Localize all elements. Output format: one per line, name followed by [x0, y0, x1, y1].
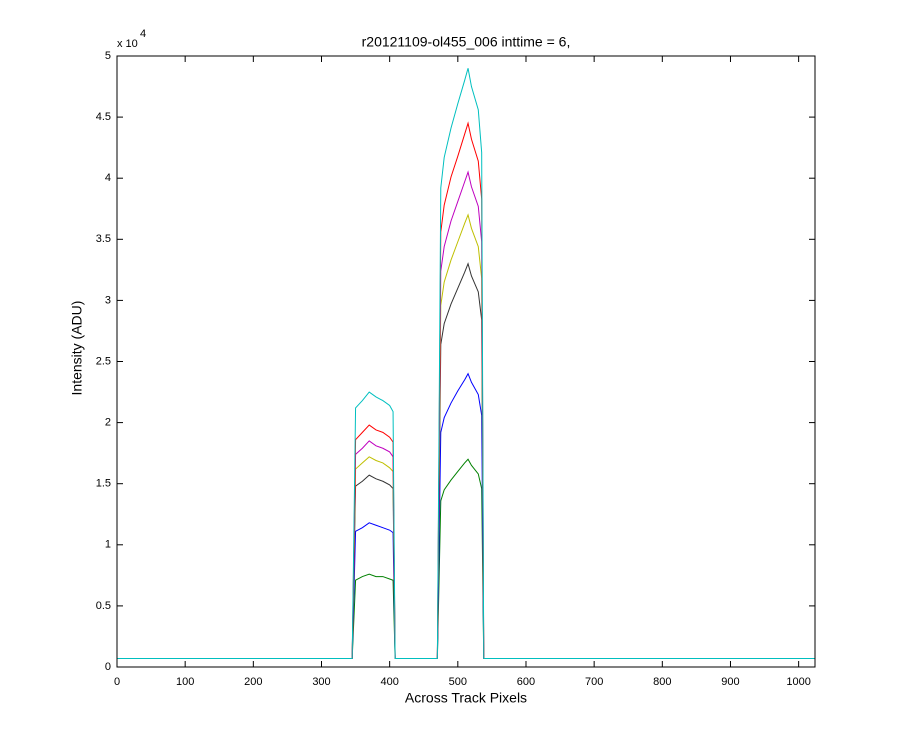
x-tick-label: 400: [380, 676, 398, 688]
y-tick-label: 5: [105, 50, 111, 62]
x-tick-label: 300: [312, 676, 330, 688]
x-tick-label: 200: [244, 676, 262, 688]
y-tick-label: 4.5: [96, 111, 111, 123]
y-multiplier-exponent: 4: [140, 28, 146, 40]
x-tick-label: 500: [449, 676, 467, 688]
y-tick-label: 4: [105, 172, 111, 184]
x-tick-label: 600: [517, 676, 535, 688]
y-tick-label: 3: [105, 294, 111, 306]
data-line: [117, 68, 815, 659]
y-tick-label: 0.5: [96, 600, 111, 612]
x-tick-label: 1000: [786, 676, 810, 688]
x-tick-label: 800: [653, 676, 671, 688]
x-tick-label: 0: [114, 676, 120, 688]
x-axis-label: Across Track Pixels: [405, 690, 527, 706]
x-tick-label: 700: [585, 676, 603, 688]
y-tick-label: 0: [105, 661, 111, 673]
chart-title: r20121109-ol455_006 inttime = 6,: [362, 34, 571, 50]
y-tick-label: 2.5: [96, 355, 111, 367]
y-axis-label: Intensity (ADU): [69, 301, 85, 396]
y-tick-label: 1.5: [96, 478, 111, 490]
y-tick-label: 3.5: [96, 233, 111, 245]
x-tick-label: 100: [176, 676, 194, 688]
x-tick-label: 900: [721, 676, 739, 688]
y-tick-label: 2: [105, 417, 111, 429]
y-multiplier: x 10: [117, 38, 138, 50]
y-tick-label: 1: [105, 539, 111, 551]
